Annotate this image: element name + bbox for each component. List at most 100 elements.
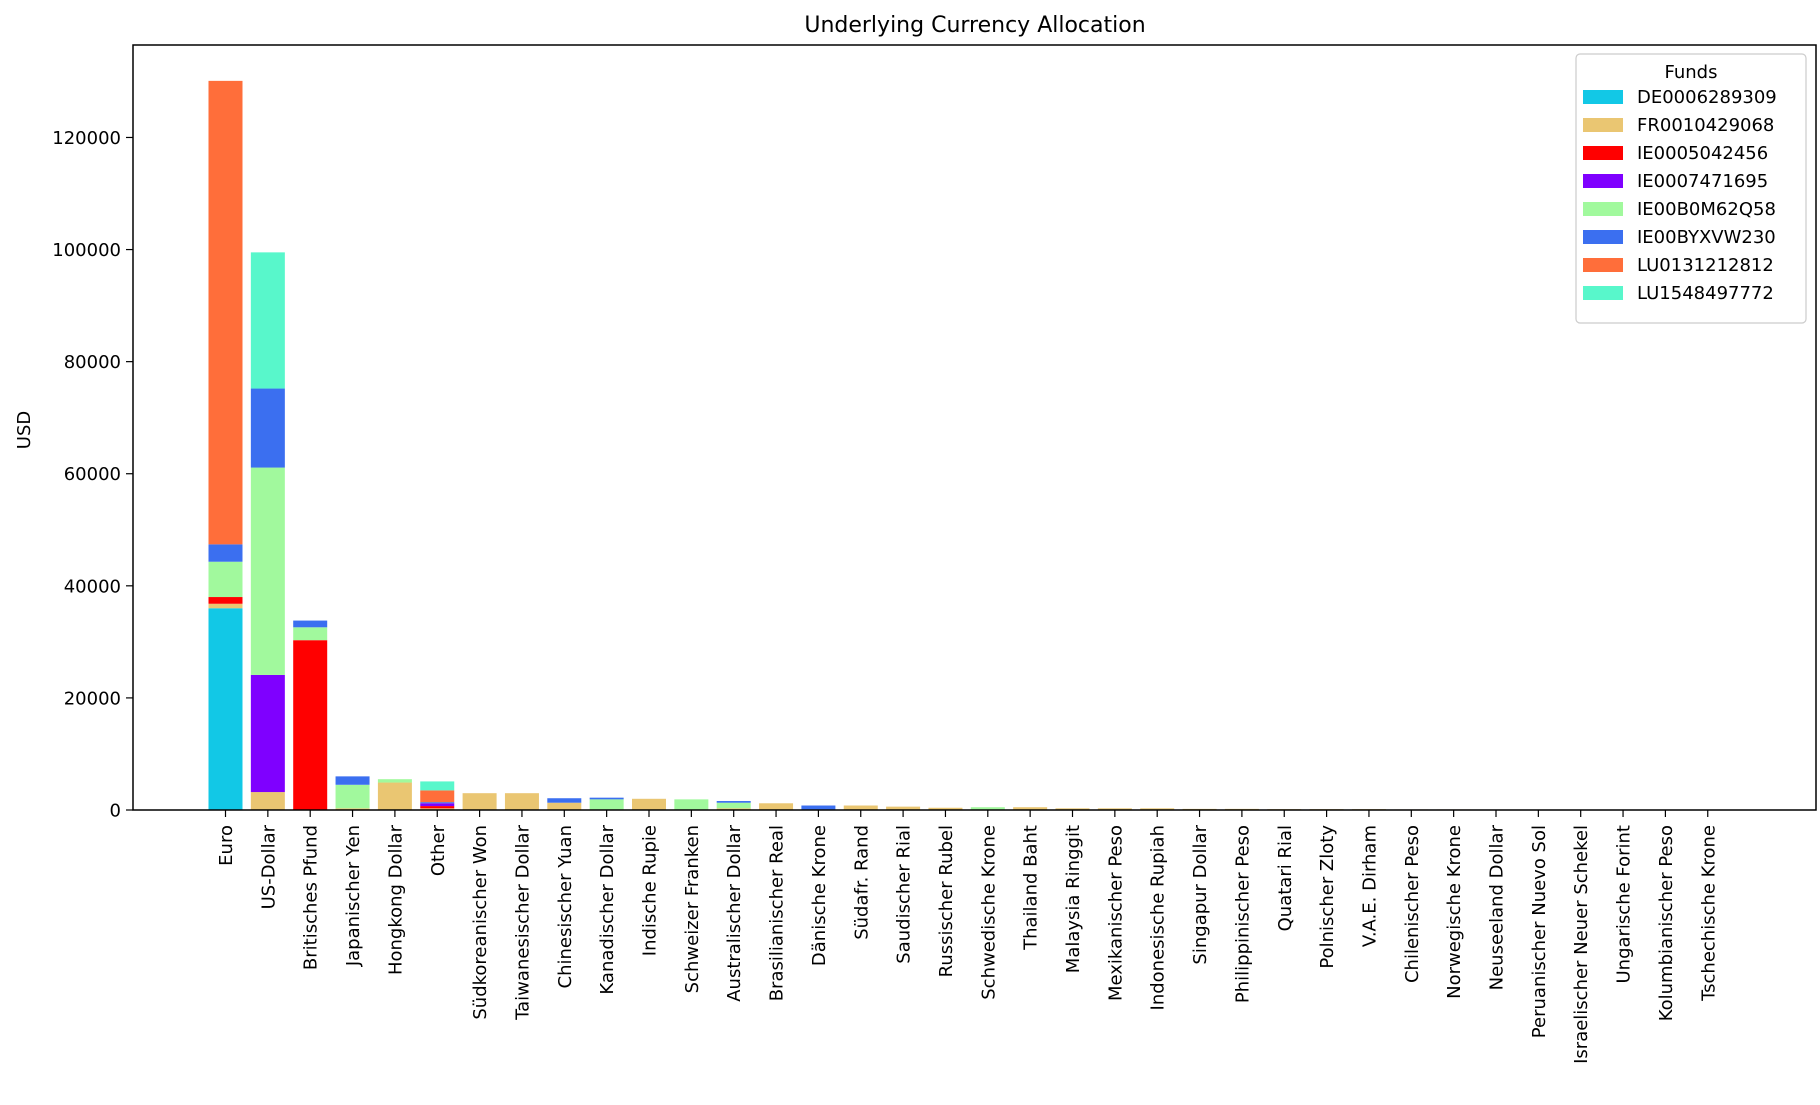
bar-segment-ie00b0m62q58-9 — [589, 799, 624, 810]
legend: Funds DE0006289309 FR0010429068 IE00050424… — [1575, 53, 1807, 324]
y-tick-label: 0 — [110, 801, 121, 822]
x-tick-label: US-Dollar — [258, 824, 279, 909]
y-tick-label: 100000 — [52, 240, 121, 261]
legend-label: LU0131212812 — [1637, 255, 1774, 276]
bar-segment-fr0010429068-7 — [504, 793, 539, 810]
bar-segment-ie00byxvw230-9 — [589, 797, 624, 800]
legend-label: IE00B0M62Q58 — [1637, 199, 1776, 220]
bar-segment-ie00byxvw230-1 — [250, 388, 285, 468]
x-tick-label: Peruanischer Nuevo Sol — [1529, 825, 1550, 1038]
legend-title: Funds — [1665, 62, 1718, 83]
bar-segment-ie00byxvw230-14 — [801, 805, 836, 810]
x-tick-label: Philippinischer Peso — [1232, 825, 1253, 1003]
bar-segment-fr0010429068-8 — [547, 802, 582, 810]
legend-label: DE0006289309 — [1637, 87, 1777, 108]
bar-segment-lu0131212812-5 — [420, 790, 455, 803]
bar-segment-fr0010429068-6 — [462, 793, 497, 810]
bar-segment-ie00b0m62q58-4 — [377, 779, 412, 783]
bar-segment-fr0010429068-22 — [1140, 808, 1175, 810]
x-tick-label: Malaysia Ringgit — [1063, 825, 1084, 973]
bar-segment-fr0010429068-10 — [632, 798, 666, 810]
x-tick-label: Other — [428, 824, 449, 876]
x-tick-label: Singapur Dollar — [1190, 824, 1211, 964]
x-tick-label: Hongkong Dollar — [385, 824, 406, 975]
bar-segment-fr0010429068-15 — [843, 805, 878, 810]
legend-swatch-fr0010429068 — [1583, 118, 1623, 132]
bar-segment-ie0005042456-5 — [420, 806, 455, 809]
x-tick-label: Kanadischer Dollar — [597, 824, 618, 994]
y-tick-label: 120000 — [52, 128, 121, 149]
legend-items: DE0006289309 FR0010429068 IE0005042456 IE00… — [1583, 87, 1777, 304]
x-tick-label: Euro — [216, 825, 237, 866]
bars-group — [208, 80, 1725, 811]
x-tick-label: Quatari Rial — [1275, 825, 1296, 931]
x-tick-label: Taiwanesischer Dollar — [512, 824, 533, 1020]
bar-segment-ie0005042456-0 — [208, 597, 243, 604]
bar-segment-fr0010429068-16 — [886, 806, 921, 810]
legend-label: LU1548497772 — [1637, 283, 1774, 304]
bar-segment-fr0010429068-4 — [377, 782, 412, 810]
x-tick-label: V.A.E. Dirham — [1359, 825, 1380, 947]
legend-label: FR0010429068 — [1637, 115, 1774, 136]
bar-segment-lu1548497772-5 — [420, 781, 455, 791]
x-tick-label: Mexikanischer Peso — [1105, 825, 1126, 1001]
bar-segment-fr0010429068-5 — [420, 808, 455, 810]
x-tick-label: Brasilianischer Real — [767, 825, 788, 1001]
bar-segment-de0006289309-0 — [208, 608, 243, 810]
legend-label: IE00BYXVW230 — [1637, 227, 1776, 248]
x-tick-label: Tschechische Krone — [1698, 825, 1719, 1002]
bar-segment-ie00byxvw230-8 — [547, 798, 582, 803]
x-tick-label: Indische Rupie — [640, 825, 661, 956]
x-tick-label: Thailand Baht — [1021, 825, 1042, 951]
x-tick-label: Ungarische Forint — [1614, 825, 1635, 984]
bar-segment-fr0010429068-19 — [1013, 807, 1048, 810]
bar-segment-ie00b0m62q58-3 — [335, 784, 370, 809]
legend-swatch-ie00b0m62q58 — [1583, 202, 1623, 216]
bar-segment-lu1548497772-1 — [250, 252, 285, 389]
legend-box — [1575, 53, 1807, 324]
bar-segment-fr0010429068-17 — [928, 807, 963, 810]
legend-label: IE0005042456 — [1637, 143, 1768, 164]
x-tick-label: Schwedische Krone — [978, 825, 999, 1000]
bar-segment-ie00b0m62q58-18 — [970, 807, 1005, 810]
x-tick-label: Australischer Dollar — [724, 824, 745, 1001]
bar-segment-ie00byxvw230-3 — [335, 776, 370, 785]
bar-segment-ie0007471695-1 — [250, 674, 285, 793]
bar-segment-lu0131212812-0 — [208, 80, 243, 545]
bar-segment-ie00b0m62q58-12 — [716, 802, 751, 809]
bar-segment-ie00byxvw230-0 — [208, 544, 243, 562]
legend-swatch-lu1548497772 — [1583, 286, 1623, 300]
x-tick-label: Schweizer Franken — [682, 825, 703, 993]
x-tick-label: Neuseeland Dollar — [1487, 824, 1508, 990]
bar-segment-ie0005042456-2 — [293, 640, 328, 810]
x-axis: Euro US-Dollar Britisches Pfund Japanischer… — [216, 810, 1719, 1064]
x-tick-label: Israelischer Neuer Schekel — [1571, 825, 1592, 1064]
x-tick-label: Dänische Krone — [809, 825, 830, 966]
x-tick-label: Norwegische Krone — [1444, 825, 1465, 999]
bar-segment-fr0010429068-3 — [335, 808, 370, 810]
x-tick-label: Chinesischer Yuan — [555, 825, 576, 989]
bar-segment-ie00b0m62q58-1 — [250, 467, 285, 675]
legend-swatch-ie0005042456 — [1583, 146, 1623, 160]
bar-segment-fr0010429068-20 — [1055, 808, 1090, 810]
x-tick-label: Südafr. Rand — [851, 825, 872, 940]
x-tick-label: Kolumbianischer Peso — [1656, 825, 1677, 1021]
bar-segment-ie0007471695-5 — [420, 803, 455, 807]
x-tick-label: Saudischer Rial — [894, 825, 915, 964]
x-tick-label: Polnischer Zloty — [1317, 825, 1338, 969]
chart-title: Underlying Currency Allocation — [804, 13, 1145, 38]
x-tick-label: Südkoreanischer Won — [470, 825, 491, 1020]
x-tick-label: Britisches Pfund — [301, 825, 322, 970]
x-tick-label: Japanischer Yen — [343, 825, 364, 967]
y-tick-label: 80000 — [64, 352, 121, 373]
legend-swatch-de0006289309 — [1583, 90, 1623, 104]
bar-segment-fr0010429068-0 — [208, 603, 243, 609]
x-tick-label: Chilenischer Peso — [1402, 825, 1423, 983]
y-tick-label: 40000 — [64, 576, 121, 597]
legend-swatch-ie0007471695 — [1583, 174, 1623, 188]
bar-segment-ie00b0m62q58-0 — [208, 561, 243, 598]
y-tick-label: 60000 — [64, 464, 121, 485]
bar-segment-fr0010429068-13 — [759, 803, 794, 810]
